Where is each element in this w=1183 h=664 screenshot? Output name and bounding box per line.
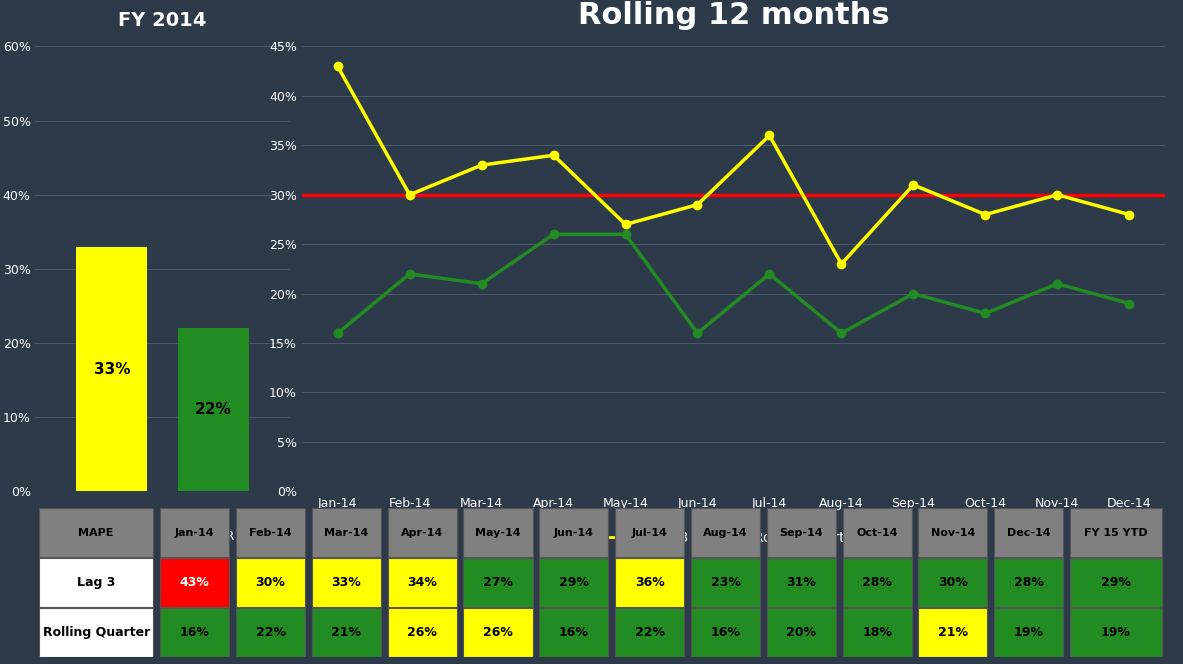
FancyBboxPatch shape <box>464 608 532 657</box>
FancyBboxPatch shape <box>388 509 457 557</box>
FancyBboxPatch shape <box>842 608 912 657</box>
FancyBboxPatch shape <box>388 608 457 657</box>
Text: 19%: 19% <box>1101 626 1131 639</box>
Text: 21%: 21% <box>938 626 968 639</box>
Text: Jun-14: Jun-14 <box>554 528 594 538</box>
Text: MAPE: MAPE <box>78 528 114 538</box>
FancyBboxPatch shape <box>539 608 608 657</box>
Text: 29%: 29% <box>558 576 589 589</box>
Text: 16%: 16% <box>558 626 589 639</box>
Text: 22%: 22% <box>195 402 232 417</box>
Text: Rolling 12 months: Rolling 12 months <box>577 1 890 30</box>
Text: Rolling Quarter: Rolling Quarter <box>43 626 150 639</box>
Text: Dec-14: Dec-14 <box>1007 528 1051 538</box>
FancyBboxPatch shape <box>160 558 230 607</box>
FancyBboxPatch shape <box>160 509 230 557</box>
Legend: Lag 3, QTR: Lag 3, QTR <box>86 525 239 547</box>
Text: Feb-14: Feb-14 <box>250 528 292 538</box>
FancyBboxPatch shape <box>1071 608 1162 657</box>
FancyBboxPatch shape <box>994 608 1064 657</box>
FancyBboxPatch shape <box>237 608 305 657</box>
Text: Jul-14: Jul-14 <box>632 528 667 538</box>
FancyBboxPatch shape <box>539 558 608 607</box>
FancyBboxPatch shape <box>615 509 684 557</box>
Text: 16%: 16% <box>711 626 741 639</box>
Text: 23%: 23% <box>711 576 741 589</box>
Text: 36%: 36% <box>635 576 665 589</box>
Text: 30%: 30% <box>938 576 968 589</box>
Text: Lag 3: Lag 3 <box>77 576 115 589</box>
FancyBboxPatch shape <box>994 558 1064 607</box>
Text: 28%: 28% <box>862 576 892 589</box>
Text: Sep-14: Sep-14 <box>780 528 823 538</box>
Text: 33%: 33% <box>93 361 130 376</box>
FancyBboxPatch shape <box>237 509 305 557</box>
FancyBboxPatch shape <box>842 558 912 607</box>
Text: 30%: 30% <box>256 576 285 589</box>
FancyBboxPatch shape <box>767 608 836 657</box>
FancyBboxPatch shape <box>1071 509 1162 557</box>
FancyBboxPatch shape <box>615 558 684 607</box>
FancyBboxPatch shape <box>388 558 457 607</box>
Text: May-14: May-14 <box>476 528 521 538</box>
FancyBboxPatch shape <box>918 608 988 657</box>
Bar <box>76 246 148 491</box>
Text: Jan-14: Jan-14 <box>175 528 214 538</box>
Text: Apr-14: Apr-14 <box>401 528 444 538</box>
FancyBboxPatch shape <box>994 509 1064 557</box>
FancyBboxPatch shape <box>918 509 988 557</box>
FancyBboxPatch shape <box>539 509 608 557</box>
Text: 43%: 43% <box>180 576 209 589</box>
FancyBboxPatch shape <box>767 558 836 607</box>
Text: 20%: 20% <box>787 626 816 639</box>
Text: 29%: 29% <box>1101 576 1131 589</box>
Text: Mar-14: Mar-14 <box>324 528 368 538</box>
Text: 27%: 27% <box>483 576 513 589</box>
FancyBboxPatch shape <box>691 558 759 607</box>
Text: 26%: 26% <box>407 626 438 639</box>
FancyBboxPatch shape <box>39 608 154 657</box>
Text: Nov-14: Nov-14 <box>931 528 975 538</box>
FancyBboxPatch shape <box>237 558 305 607</box>
Text: 26%: 26% <box>483 626 513 639</box>
Text: 18%: 18% <box>862 626 892 639</box>
Text: 33%: 33% <box>331 576 361 589</box>
FancyBboxPatch shape <box>464 558 532 607</box>
Text: 16%: 16% <box>180 626 209 639</box>
Text: Oct-14: Oct-14 <box>856 528 898 538</box>
FancyBboxPatch shape <box>39 509 154 557</box>
FancyBboxPatch shape <box>842 509 912 557</box>
Bar <box>177 328 250 491</box>
Text: FY 15 YTD: FY 15 YTD <box>1084 528 1148 538</box>
FancyBboxPatch shape <box>160 608 230 657</box>
FancyBboxPatch shape <box>691 509 759 557</box>
FancyBboxPatch shape <box>312 608 381 657</box>
FancyBboxPatch shape <box>312 509 381 557</box>
Text: 22%: 22% <box>256 626 285 639</box>
FancyBboxPatch shape <box>615 608 684 657</box>
Text: 19%: 19% <box>1014 626 1043 639</box>
Text: 22%: 22% <box>634 626 665 639</box>
FancyBboxPatch shape <box>312 558 381 607</box>
FancyBboxPatch shape <box>767 509 836 557</box>
FancyBboxPatch shape <box>691 608 759 657</box>
Text: 34%: 34% <box>407 576 438 589</box>
Text: 28%: 28% <box>1014 576 1043 589</box>
FancyBboxPatch shape <box>918 558 988 607</box>
FancyBboxPatch shape <box>1071 558 1162 607</box>
Text: 31%: 31% <box>787 576 816 589</box>
FancyBboxPatch shape <box>39 558 154 607</box>
Text: FY 2014: FY 2014 <box>118 11 207 30</box>
FancyBboxPatch shape <box>464 509 532 557</box>
Text: Aug-14: Aug-14 <box>703 528 748 538</box>
Text: 21%: 21% <box>331 626 361 639</box>
Legend: LAG 3, Rolling Quarter: LAG 3, Rolling Quarter <box>602 525 865 550</box>
